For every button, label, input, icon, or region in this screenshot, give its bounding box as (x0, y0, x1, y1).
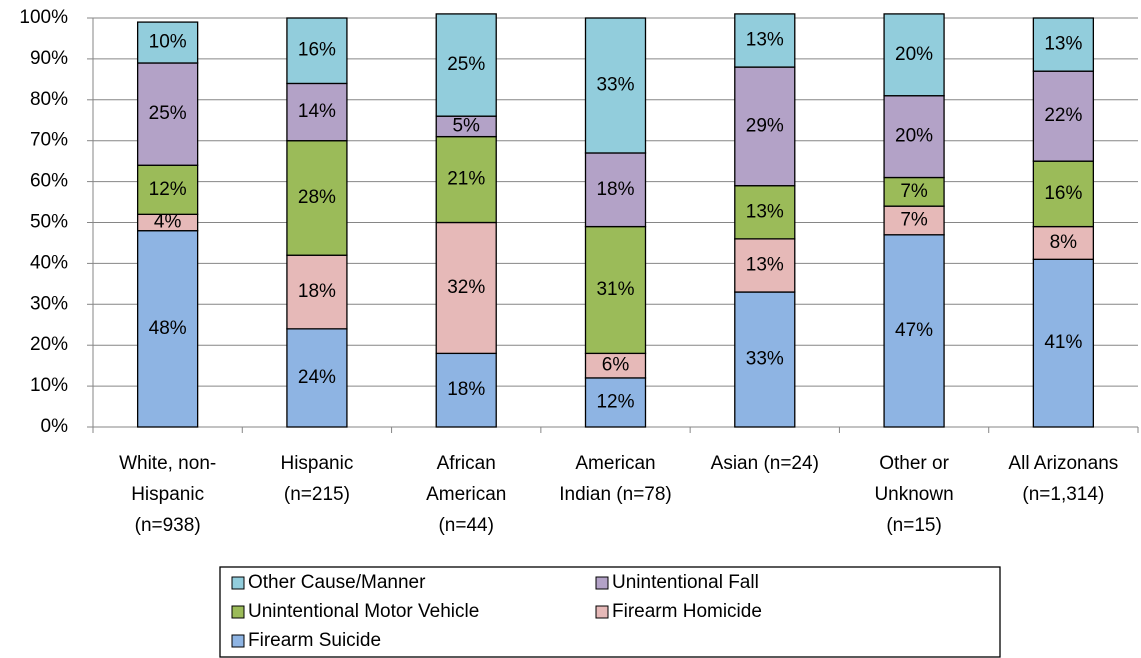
data-label: 28% (298, 187, 336, 208)
bar-segment (286, 254, 348, 330)
x-tick-label: Other or Unknown (n=15) (874, 453, 954, 536)
bar-segment (435, 13, 497, 117)
legend-label: Other Cause/Manner (248, 572, 426, 593)
data-label: 41% (1044, 332, 1082, 353)
x-tick-label: White, non-Hispanic (n=938) (119, 453, 217, 536)
bar-segment (136, 62, 199, 166)
legend-label: Unintentional Fall (612, 572, 759, 593)
data-label: 18% (596, 179, 634, 200)
y-tick-label: 10% (30, 375, 68, 396)
bar-segment (1032, 160, 1095, 228)
data-label: 22% (1044, 105, 1082, 126)
x-tick-label: American Indian (n=78) (559, 453, 672, 505)
data-label: 33% (746, 349, 784, 370)
y-tick-label: 60% (30, 171, 68, 192)
y-tick-label: 70% (30, 130, 68, 151)
x-tick-label: Hispanic (n=215) (280, 453, 354, 505)
data-label: 29% (746, 115, 784, 136)
legend-swatch (231, 576, 245, 590)
data-label: 12% (149, 179, 187, 200)
data-label: 6% (602, 355, 630, 376)
bar-segment (883, 205, 945, 236)
y-tick-label: 0% (41, 416, 69, 437)
data-label: 12% (596, 391, 634, 412)
data-label: 31% (596, 279, 634, 300)
bar-segment (435, 352, 497, 428)
bar-segment (435, 221, 497, 355)
data-label: 24% (298, 367, 336, 388)
bar-segment (136, 21, 199, 64)
data-label: 8% (1050, 232, 1078, 253)
data-label: 10% (149, 32, 187, 53)
y-tick-label: 80% (30, 89, 68, 110)
y-tick-label: 30% (30, 293, 68, 314)
bar-segment (286, 328, 348, 428)
data-label: 16% (298, 40, 336, 61)
data-label: 4% (154, 212, 182, 233)
data-label: 25% (149, 103, 187, 124)
bar-segment (1032, 17, 1095, 72)
bar-segment (734, 13, 796, 68)
bar-segment (883, 95, 945, 179)
legend-label: Firearm Suicide (248, 630, 381, 651)
legend-label: Firearm Homicide (612, 601, 762, 622)
y-tick-label: 50% (30, 212, 68, 233)
bar-segment (136, 230, 199, 428)
bar-segment (883, 176, 945, 207)
bar-segment (734, 185, 796, 240)
bar-segment (584, 225, 647, 355)
y-tick-label: 40% (30, 252, 68, 273)
bar-segment (883, 234, 945, 428)
data-label: 14% (298, 101, 336, 122)
data-label: 33% (596, 75, 634, 96)
data-label: 7% (900, 209, 928, 230)
bar-segment (883, 13, 945, 97)
bar-segment (734, 291, 796, 428)
legend-swatch (595, 576, 609, 590)
legend-label: Unintentional Motor Vehicle (248, 601, 479, 622)
data-label: 48% (149, 318, 187, 339)
legend-swatch (231, 634, 245, 648)
data-label: 7% (900, 181, 928, 202)
bar-segment (286, 140, 348, 256)
bar-segment (435, 135, 497, 224)
data-label: 13% (746, 201, 784, 222)
data-label: 16% (1044, 183, 1082, 204)
data-label: 21% (447, 169, 485, 190)
bar-segment (734, 66, 796, 187)
y-tick-label: 90% (30, 48, 68, 69)
x-tick-label: All Arizonans (n=1,314) (1008, 453, 1119, 505)
data-label: 47% (895, 320, 933, 341)
data-label: 13% (746, 254, 784, 275)
y-tick-label: 100% (19, 7, 68, 28)
bar-segment (286, 17, 348, 85)
bar-segment (286, 82, 348, 142)
data-label: 18% (447, 379, 485, 400)
x-tick-label: African American (n=44) (426, 453, 507, 536)
data-label: 13% (746, 30, 784, 51)
data-label: 5% (452, 115, 480, 136)
legend-swatch (231, 605, 245, 619)
data-label: 13% (1044, 34, 1082, 55)
legend-box (219, 566, 1001, 658)
legend-swatch (595, 605, 609, 619)
bar-segment (584, 152, 647, 228)
bar-segment (584, 352, 647, 379)
x-tick-label: Asian (n=24) (710, 453, 819, 474)
bar-segment (1032, 258, 1095, 428)
data-label: 20% (895, 44, 933, 65)
data-label: 20% (895, 126, 933, 147)
bar-segment (734, 238, 796, 293)
data-label: 32% (447, 277, 485, 298)
y-tick-label: 20% (30, 334, 68, 355)
data-label: 25% (447, 54, 485, 75)
bar-segment (584, 377, 647, 428)
data-label: 18% (298, 281, 336, 302)
bar-segment (584, 17, 647, 154)
